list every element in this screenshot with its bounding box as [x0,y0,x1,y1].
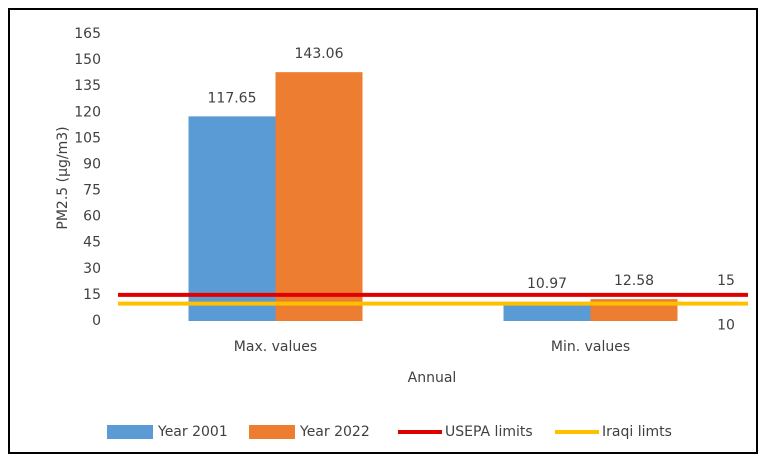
y-tick-label: 90 [83,156,101,172]
y-axis-title: PM2.5 (µg/m3) [55,126,71,229]
y-tick-label: 60 [83,209,101,225]
data-label: 143.06 [295,46,344,62]
data-label: 12.58 [614,273,654,289]
y-tick-label: 30 [83,261,101,277]
y-tick-label: 135 [74,78,101,94]
data-label: 10 [717,318,735,334]
chart-border [8,8,758,454]
y-tick-label: 105 [74,130,101,146]
legend-label: Year 2001 [157,424,228,440]
bar [188,116,276,321]
legend-label: Year 2022 [299,424,370,440]
x-tick-label: Max. values [234,339,317,355]
legend-label: Iraqi limts [602,424,672,440]
data-label: 10.97 [527,276,567,292]
data-label: 15 [717,273,735,289]
data-label: 117.65 [208,90,257,106]
legend-swatch [107,425,153,439]
y-tick-label: 120 [74,104,101,120]
x-axis-title: Annual [408,370,457,386]
y-tick-label: 165 [74,26,101,42]
y-tick-label: 0 [92,313,101,329]
y-tick-label: 15 [83,287,101,303]
y-tick-label: 45 [83,235,101,251]
y-tick-label: 150 [74,52,101,68]
bar [275,72,363,322]
y-tick-label: 75 [83,183,101,199]
x-tick-label: Min. values [551,339,630,355]
legend-swatch [249,425,295,439]
legend-label: USEPA limits [445,424,533,440]
bar [503,301,591,321]
